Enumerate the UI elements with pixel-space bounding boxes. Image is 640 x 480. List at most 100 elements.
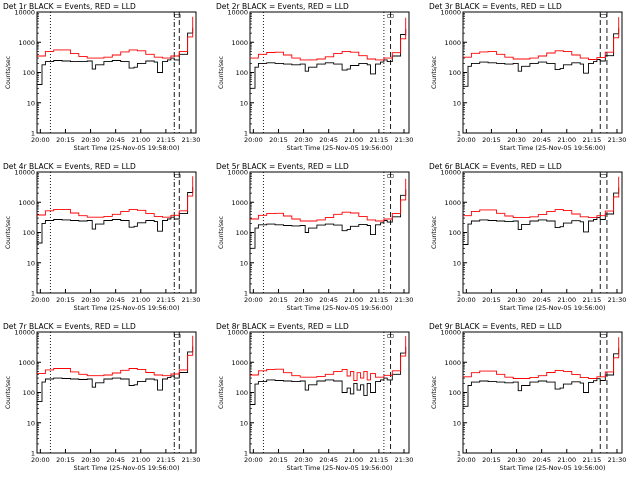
x-axis-label: Start Time (25-Nov-05 19:58:00) xyxy=(74,144,180,152)
x-tick-label: 20:30 xyxy=(507,456,526,464)
x-tick-label: 21:30 xyxy=(395,456,414,464)
interval-marker: ▭ xyxy=(600,171,608,180)
x-tick-label: 20:15 xyxy=(482,136,501,144)
x-axis-label: Start Time (25-Nov-05 19:56:00) xyxy=(287,144,393,152)
detector-panel-1: Det 1r BLACK = Events, RED = LLD Counts/s… xyxy=(3,2,200,152)
detector-panel-5: Det 5r BLACK = Events, RED = LLD Counts/s… xyxy=(216,162,414,312)
y-tick-label: 1 xyxy=(244,290,248,298)
y-axis-label: Counts/sec xyxy=(5,376,12,409)
x-tick-label: 21:00 xyxy=(131,136,150,144)
plot-frame xyxy=(462,171,623,294)
plot-frame xyxy=(249,171,410,294)
lld-series-line xyxy=(37,335,194,377)
y-tick-label: 100 xyxy=(449,69,461,77)
y-tick-label: 10 xyxy=(27,259,35,267)
interval-marker: ▭ xyxy=(174,11,182,20)
x-tick-label: 20:45 xyxy=(319,136,338,144)
x-tick-label: 21:15 xyxy=(583,296,602,304)
x-tick-label: 21:00 xyxy=(131,296,150,304)
x-tick-label: 20:30 xyxy=(507,296,526,304)
detector-panel-6: Det 6r BLACK = Events, RED = LLD Counts/s… xyxy=(429,162,627,312)
y-tick-label: 1000 xyxy=(231,199,248,207)
y-tick-label: 100 xyxy=(236,389,248,397)
x-tick-label: 20:00 xyxy=(457,136,476,144)
y-axis-label: Counts/sec xyxy=(218,216,225,249)
y-tick-label: 10 xyxy=(453,259,461,267)
interval-marker: ▭ xyxy=(387,331,395,340)
chart-title: Det 2r BLACK = Events, RED = LLD xyxy=(216,2,349,11)
plot-frame xyxy=(36,331,197,454)
x-tick-label: 20:45 xyxy=(532,136,551,144)
x-tick-label: 21:15 xyxy=(370,296,389,304)
lld-series-line xyxy=(463,176,620,219)
plot-frame xyxy=(249,331,410,454)
x-tick-label: 20:30 xyxy=(294,456,313,464)
y-tick-label: 10000 xyxy=(227,9,248,17)
x-tick-label: 21:00 xyxy=(344,136,363,144)
x-tick-label: 20:15 xyxy=(56,136,75,144)
x-tick-label: 20:00 xyxy=(457,456,476,464)
x-tick-label: 21:30 xyxy=(182,456,201,464)
lld-series-line xyxy=(37,16,194,59)
plot-frame xyxy=(36,11,197,134)
y-tick-label: 10 xyxy=(27,99,35,107)
x-tick-label: 21:30 xyxy=(608,456,627,464)
chart-title: Det 8r BLACK = Events, RED = LLD xyxy=(216,322,349,331)
y-tick-label: 100 xyxy=(449,389,461,397)
y-tick-label: 1000 xyxy=(231,39,248,47)
interval-marker: ▭ xyxy=(174,331,182,340)
y-tick-label: 1000 xyxy=(18,199,35,207)
y-tick-label: 1 xyxy=(457,130,461,138)
x-tick-label: 21:00 xyxy=(344,296,363,304)
detector-panel-4: Det 4r BLACK = Events, RED = LLD Counts/s… xyxy=(3,162,200,312)
y-tick-label: 10000 xyxy=(227,329,248,337)
x-tick-label: 20:45 xyxy=(532,296,551,304)
x-tick-label: 21:00 xyxy=(344,456,363,464)
x-tick-label: 20:00 xyxy=(244,456,263,464)
x-tick-label: 20:15 xyxy=(482,456,501,464)
y-tick-label: 1 xyxy=(457,290,461,298)
y-tick-label: 10 xyxy=(453,419,461,427)
plot-frame xyxy=(462,331,623,454)
lld-series-line xyxy=(250,178,407,222)
lld-series-line xyxy=(463,337,620,379)
y-tick-label: 100 xyxy=(23,389,35,397)
y-tick-label: 10000 xyxy=(440,9,461,17)
detector-panel-8: Det 8r BLACK = Events, RED = LLD Counts/s… xyxy=(216,322,414,472)
interval-marker: ▭ xyxy=(174,171,182,180)
lld-series-line xyxy=(250,336,407,381)
x-tick-label: 20:15 xyxy=(269,136,288,144)
y-tick-label: 10 xyxy=(240,99,248,107)
interval-marker: ▭ xyxy=(600,331,608,340)
x-tick-label: 20:45 xyxy=(106,136,125,144)
x-tick-label: 21:30 xyxy=(395,296,414,304)
detector-panel-7: Det 7r BLACK = Events, RED = LLD Counts/s… xyxy=(3,322,201,472)
x-tick-label: 20:30 xyxy=(81,136,100,144)
x-axis-label: Start Time (25-Nov-05 19:56:00) xyxy=(287,304,393,312)
x-tick-label: 20:00 xyxy=(31,456,50,464)
y-axis-label: Counts/sec xyxy=(431,56,438,89)
x-tick-label: 20:45 xyxy=(532,456,551,464)
events-series-line xyxy=(37,27,194,85)
detector-panel-2: Det 2r BLACK = Events, RED = LLD Counts/s… xyxy=(216,2,413,152)
events-series-line xyxy=(37,346,194,403)
plot-frame xyxy=(36,171,197,294)
detector-panel-9: Det 9r BLACK = Events, RED = LLD Counts/s… xyxy=(429,322,627,472)
lld-series-line xyxy=(463,17,620,60)
y-tick-label: 100 xyxy=(449,229,461,237)
interval-marker: ▭ xyxy=(387,11,395,20)
y-axis-label: Counts/sec xyxy=(5,216,12,249)
x-tick-label: 21:15 xyxy=(157,296,176,304)
x-tick-label: 20:00 xyxy=(457,296,476,304)
y-axis-label: Counts/sec xyxy=(431,376,438,409)
events-series-line xyxy=(37,187,194,244)
y-tick-label: 1 xyxy=(31,450,35,458)
lld-series-line xyxy=(250,17,407,61)
events-series-line xyxy=(463,187,620,245)
y-tick-label: 1 xyxy=(457,450,461,458)
x-tick-label: 21:30 xyxy=(608,296,627,304)
x-tick-label: 21:00 xyxy=(557,456,576,464)
y-tick-label: 100 xyxy=(236,69,248,77)
x-tick-label: 20:30 xyxy=(294,136,313,144)
